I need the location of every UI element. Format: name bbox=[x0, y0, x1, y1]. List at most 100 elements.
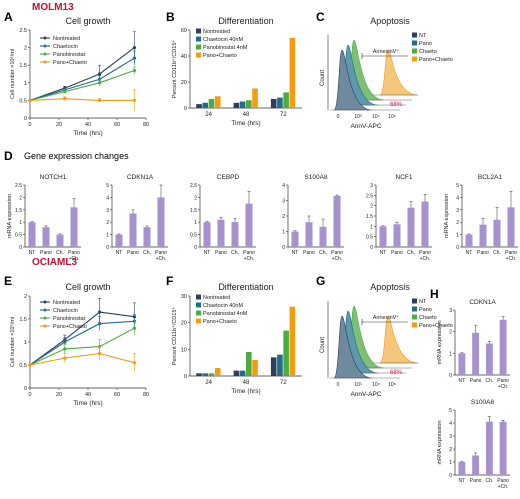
y-tick-label: 2.5 bbox=[15, 183, 22, 189]
bar bbox=[407, 207, 415, 247]
y-tick-label: 1 bbox=[106, 233, 109, 239]
bar bbox=[291, 231, 299, 247]
y-tick-label: 0.5 bbox=[366, 235, 373, 241]
y-tick-label: 10 bbox=[181, 347, 187, 353]
legend-label: Nontreated bbox=[53, 36, 80, 42]
bar bbox=[277, 97, 283, 108]
data-point bbox=[132, 361, 136, 365]
data-point bbox=[98, 98, 102, 102]
bar bbox=[305, 222, 313, 247]
x-tick-label: NT bbox=[380, 250, 387, 256]
series-line bbox=[29, 98, 135, 101]
panel-letter-a: A bbox=[4, 10, 13, 24]
y-tick-label: 20 bbox=[181, 80, 187, 86]
bar bbox=[421, 201, 429, 247]
bar bbox=[217, 219, 225, 247]
y-tick-label: 3 bbox=[282, 199, 285, 205]
chart-title: S100A8 bbox=[304, 174, 328, 181]
legend-swatch bbox=[412, 322, 417, 328]
y-axis-label: mRNA expression bbox=[7, 194, 13, 238]
y-tick-label: 20 bbox=[181, 321, 187, 327]
x-axis-label: Time (hrs) bbox=[73, 130, 102, 137]
x-tick-label: Pano bbox=[40, 250, 52, 256]
y-tick-label: 1.5 bbox=[19, 317, 27, 323]
x-tick-label: 10⁵ bbox=[388, 382, 396, 388]
x-tick-label: NT bbox=[116, 250, 123, 256]
bar bbox=[239, 370, 246, 376]
bar bbox=[246, 352, 252, 376]
x-tick-label: NT bbox=[459, 378, 466, 384]
y-tick-label: 2 bbox=[194, 195, 197, 201]
legend-swatch bbox=[412, 306, 417, 312]
y-tick-label: 0 bbox=[24, 386, 27, 392]
x-tick-label: NT bbox=[466, 250, 473, 256]
legend-label: Pano bbox=[419, 41, 432, 47]
series-line bbox=[29, 320, 135, 366]
bar bbox=[499, 421, 507, 475]
bar bbox=[231, 222, 239, 247]
y-tick-label: 1 bbox=[449, 351, 452, 357]
panel-letter-b: B bbox=[166, 10, 175, 24]
panel-letter-g: G bbox=[316, 274, 325, 288]
histogram-trace bbox=[379, 49, 419, 96]
y-tick-label: 0 bbox=[282, 245, 285, 251]
x-tick-label: NT bbox=[204, 250, 211, 256]
legend-swatch bbox=[196, 52, 201, 58]
chart-title: NCF1 bbox=[396, 174, 413, 181]
bar bbox=[203, 222, 211, 247]
y-tick-label: 0.5 bbox=[19, 98, 27, 104]
legend-label: NT bbox=[419, 299, 427, 305]
y-tick-label: 3 bbox=[370, 183, 373, 189]
y-tick-label: 1 bbox=[370, 224, 373, 230]
y-axis-label: mRNA expression bbox=[437, 420, 443, 464]
histogram-group bbox=[327, 35, 419, 111]
x-tick-label: Pano bbox=[470, 378, 482, 384]
legend-label: Chaeto bbox=[419, 49, 437, 55]
bar bbox=[499, 319, 507, 375]
x-tick-label: Pano bbox=[391, 250, 403, 256]
x-tick-label: 0 bbox=[28, 122, 31, 128]
legend-label: Chaeto bbox=[419, 315, 437, 321]
y-tick-label: 2 bbox=[370, 204, 373, 210]
x-tick-label: Pano bbox=[243, 250, 255, 256]
y-tick-label: 5 bbox=[456, 183, 459, 189]
x-axis-label: Time (hrs) bbox=[231, 120, 260, 127]
x-tick-label: NT bbox=[459, 478, 466, 484]
y-tick-label: 0 bbox=[449, 373, 452, 379]
x-tick-label: Ch. bbox=[56, 250, 64, 256]
x-tick-label: +Ch. bbox=[156, 256, 167, 262]
x-tick-label: +Ch. bbox=[506, 256, 517, 262]
y-tick-label: 1.5 bbox=[19, 63, 27, 69]
legend-swatch bbox=[412, 56, 417, 62]
chart-title: Cell growth bbox=[65, 282, 110, 292]
y-tick-label: 2.5 bbox=[366, 193, 373, 199]
y-tick-label: 5 bbox=[106, 183, 109, 189]
x-tick-label: Pano bbox=[419, 250, 431, 256]
data-point bbox=[63, 97, 67, 101]
x-tick-label: NT bbox=[29, 250, 36, 256]
y-tick-label: 1.5 bbox=[190, 208, 197, 214]
legend-marker bbox=[43, 52, 47, 56]
bar bbox=[472, 332, 480, 375]
legend-label: Pano+Chaeto bbox=[53, 60, 87, 66]
y-tick-label: 1.5 bbox=[15, 208, 22, 214]
x-tick-label: Pano bbox=[68, 250, 80, 256]
bar bbox=[319, 226, 327, 247]
panel-letter-f: F bbox=[166, 274, 173, 288]
legend-swatch bbox=[196, 294, 201, 300]
bar bbox=[208, 98, 215, 108]
bar bbox=[239, 101, 246, 108]
data-point bbox=[98, 72, 102, 76]
x-axis-label: Time (hrs) bbox=[231, 388, 260, 395]
legend-swatch bbox=[196, 44, 201, 50]
histogram-group bbox=[327, 301, 419, 379]
bar bbox=[28, 222, 36, 247]
bar bbox=[252, 360, 258, 376]
bar bbox=[479, 224, 487, 247]
legend-swatch bbox=[196, 318, 201, 324]
y-axis-label: Count bbox=[320, 70, 326, 86]
y-tick-label: 3 bbox=[449, 308, 452, 314]
bar bbox=[56, 234, 64, 247]
x-tick-label: 0 bbox=[28, 392, 31, 398]
legend-label: Panobinostat 4nM bbox=[203, 311, 248, 317]
